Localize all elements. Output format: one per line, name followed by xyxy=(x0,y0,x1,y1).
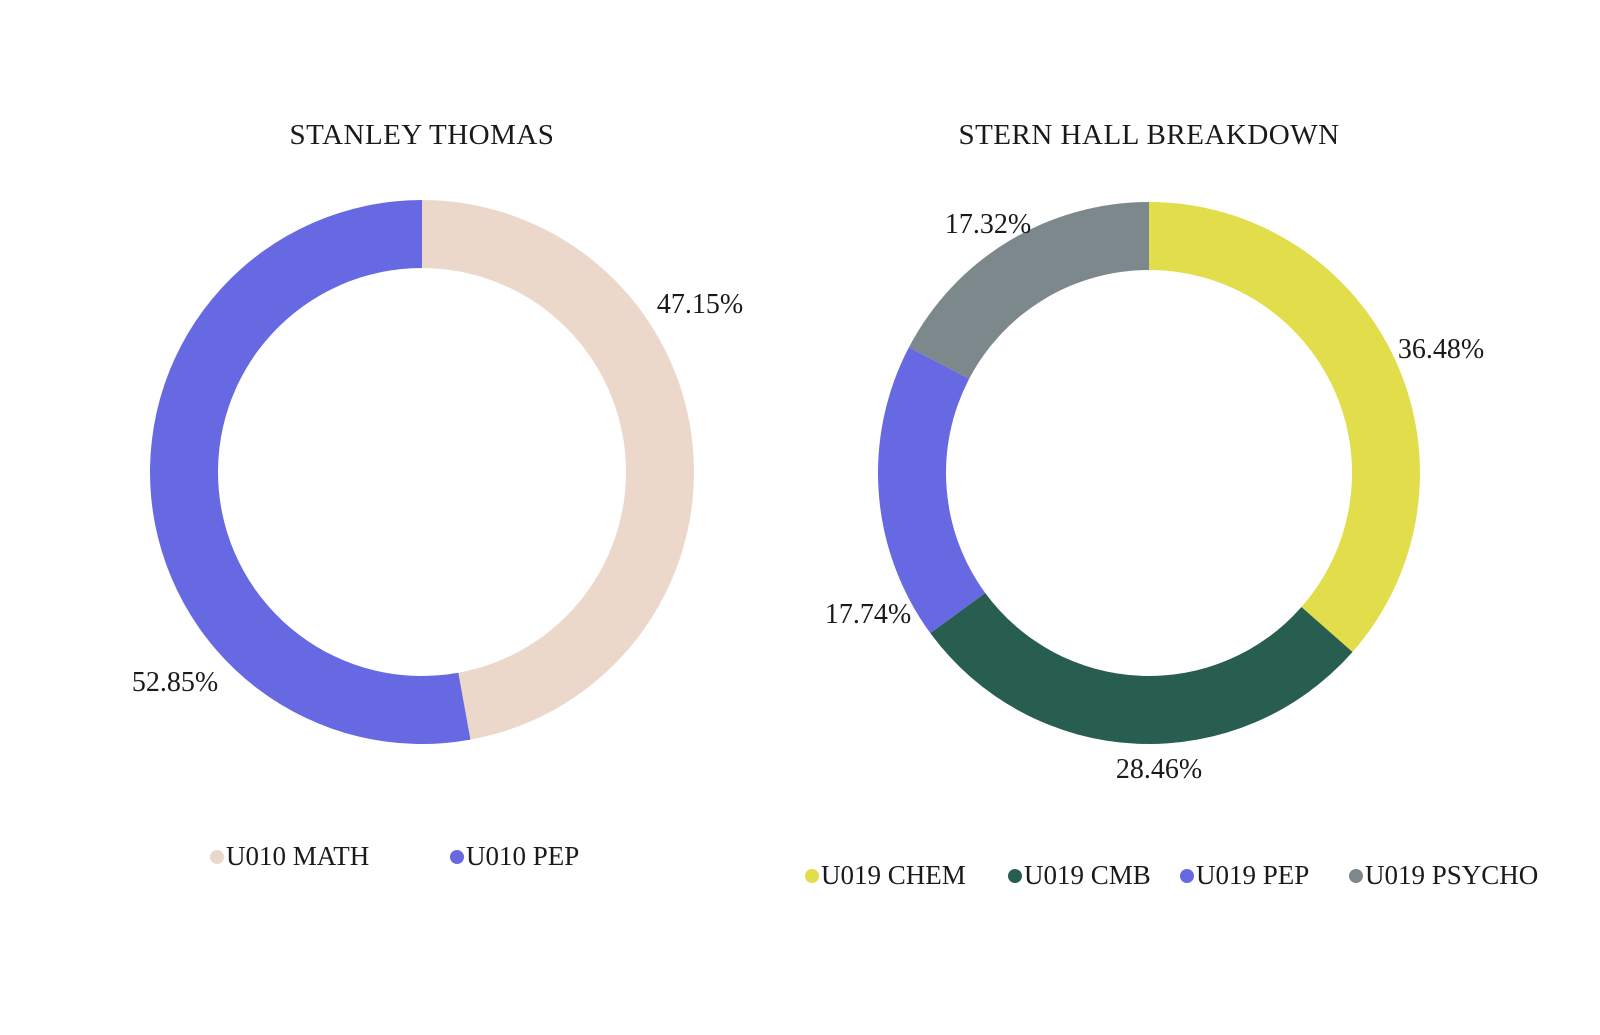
legend-marker-icon xyxy=(1180,868,1194,883)
legend-marker-icon xyxy=(1008,868,1022,883)
legend-label: U010 PEP xyxy=(466,841,580,871)
data-label: 17.32% xyxy=(944,209,1032,240)
chart-title: STERN HALL BREAKDOWN xyxy=(958,119,1340,151)
donut-slice-u010-pep[interactable] xyxy=(149,200,471,745)
legend-item[interactable]: U010 MATH xyxy=(210,841,369,872)
donut-slice-u019-psycho[interactable] xyxy=(908,202,1149,379)
legend-item[interactable]: U010 PEP xyxy=(450,841,579,872)
data-label: 28.46% xyxy=(1115,754,1203,785)
legend-item[interactable]: U019 PSYCHO xyxy=(1349,860,1538,891)
data-label: 36.48% xyxy=(1397,334,1485,365)
data-label: 17.74% xyxy=(824,599,912,630)
data-label: 47.15% xyxy=(656,289,744,320)
donut-slice-u019-cmb[interactable] xyxy=(930,592,1353,744)
legend-label: U019 CHEM xyxy=(821,860,966,890)
data-label: 52.85% xyxy=(131,667,219,698)
legend-item[interactable]: U019 CHEM xyxy=(805,860,966,891)
legend-item[interactable]: U019 CMB xyxy=(1008,860,1151,891)
donut-slice-u019-pep[interactable] xyxy=(878,347,986,634)
legend-label: U019 PSYCHO xyxy=(1365,860,1539,890)
legend-marker-icon xyxy=(210,849,224,864)
donut-slice-u019-chem[interactable] xyxy=(1149,202,1421,652)
legend-marker-icon xyxy=(1349,868,1363,883)
legend-marker-icon xyxy=(450,849,464,864)
legend-label: U019 PEP xyxy=(1196,860,1310,890)
legend-marker-icon xyxy=(805,868,819,883)
chart-title: STANLEY THOMAS xyxy=(289,119,555,151)
legend-label: U019 CMB xyxy=(1024,860,1151,890)
legend-label: U010 MATH xyxy=(226,841,370,871)
legend-item[interactable]: U019 PEP xyxy=(1180,860,1309,891)
donut-slice-u010-math[interactable] xyxy=(422,200,694,740)
